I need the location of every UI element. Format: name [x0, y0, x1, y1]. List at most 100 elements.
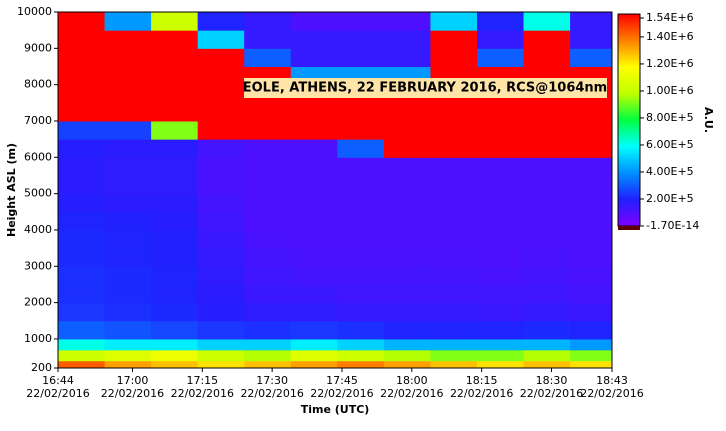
heatmap-cell	[570, 360, 613, 369]
heatmap-cell	[570, 266, 613, 285]
heatmap-cell	[523, 360, 571, 369]
colorbar-tick-label: -1.70E-14	[646, 219, 699, 232]
heatmap-cell	[570, 48, 613, 67]
heatmap-cell	[197, 284, 245, 304]
heatmap-cell	[476, 157, 525, 176]
heatmap-cell	[523, 120, 571, 140]
heatmap-cell	[104, 349, 152, 362]
heatmap-cell	[104, 360, 152, 369]
heatmap-cell	[383, 30, 431, 49]
heatmap-cell	[244, 175, 292, 195]
heatmap-cell	[290, 302, 338, 322]
heatmap-cell	[383, 360, 431, 369]
heatmap-cell	[244, 284, 292, 304]
heatmap-cell	[383, 12, 431, 31]
heatmap-cell	[337, 120, 385, 140]
annotation-box	[244, 78, 607, 98]
heatmap-cell	[151, 12, 199, 31]
heatmap-cell	[104, 320, 152, 340]
x-tick-date: 22/02/2016	[171, 387, 234, 400]
heatmap-cell	[523, 248, 571, 267]
heatmap-cell	[197, 211, 245, 231]
heatmap-cell	[197, 338, 245, 351]
heatmap-cell	[197, 266, 245, 285]
heatmap-cell	[104, 12, 152, 31]
heatmap-cell	[570, 229, 613, 249]
heatmap-cell	[104, 248, 152, 267]
heatmap-cell	[244, 30, 292, 49]
heatmap-cell	[430, 120, 478, 140]
heatmap-cell	[151, 193, 199, 213]
heatmap-cell	[430, 175, 478, 195]
heatmap-cell	[244, 320, 292, 340]
heatmap-cell	[197, 139, 245, 158]
heatmap-cell	[430, 139, 478, 158]
heatmap-cell	[337, 349, 385, 362]
y-tick-label: 2000	[24, 296, 52, 309]
heatmap-cell	[197, 30, 245, 49]
heatmap-cell	[337, 229, 385, 249]
heatmap-cell	[570, 139, 613, 158]
heatmap-cell	[58, 120, 106, 140]
heatmap-cell	[476, 248, 525, 267]
heatmap-cell	[244, 157, 292, 176]
heatmap-cell	[197, 229, 245, 249]
colorbar-tick-label: 1.00E+6	[646, 84, 694, 97]
heatmap-cell	[290, 211, 338, 231]
x-tick-date: 22/02/2016	[240, 387, 303, 400]
heatmap-cell	[197, 320, 245, 340]
heatmap-cell	[104, 211, 152, 231]
heatmap-cell	[58, 266, 106, 285]
heatmap-cell	[58, 193, 106, 213]
heatmap-cell	[197, 102, 245, 122]
heatmap-cell	[244, 120, 292, 140]
heatmap-cell	[383, 320, 431, 340]
heatmap-cell	[570, 248, 613, 267]
heatmap-cell	[523, 193, 571, 213]
y-tick-label: 200	[31, 361, 52, 374]
heatmap-cell	[58, 284, 106, 304]
x-tick-date: 22/02/2016	[310, 387, 373, 400]
y-tick-label: 9000	[24, 41, 52, 54]
y-tick-label: 10000	[17, 5, 52, 18]
heatmap-cell	[383, 193, 431, 213]
heatmap-cell	[430, 284, 478, 304]
heatmap-cell	[290, 157, 338, 176]
heatmap-cell	[570, 349, 613, 362]
heatmap-cell	[104, 193, 152, 213]
annotation: EOLE, ATHENS, 22 FEBRUARY 2016, RCS@1064…	[243, 81, 607, 96]
heatmap-cell	[570, 211, 613, 231]
heatmap-cell	[523, 338, 571, 351]
heatmap-cell	[383, 229, 431, 249]
heatmap-cell	[197, 120, 245, 140]
plot-frame	[57, 11, 613, 369]
heatmap-cell	[151, 349, 199, 362]
heatmap-cell	[570, 193, 613, 213]
x-tick-label: 16:44	[42, 374, 74, 387]
heatmap-cell	[290, 30, 338, 49]
heatmap-cell	[151, 266, 199, 285]
heatmap-cell	[337, 193, 385, 213]
heatmap-cell	[151, 338, 199, 351]
heatmap-cell	[104, 84, 152, 104]
heatmap-cell	[151, 211, 199, 231]
heatmap-cell	[104, 139, 152, 158]
heatmap-cell	[151, 139, 199, 158]
heatmap-cell	[244, 229, 292, 249]
y-tick-label: 1000	[24, 332, 52, 345]
x-tick-label: 18:00	[396, 374, 428, 387]
heatmap-cell	[430, 30, 478, 49]
heatmap-cell	[476, 102, 525, 122]
x-tick-date: 22/02/2016	[520, 387, 583, 400]
heatmap-cell	[523, 229, 571, 249]
heatmap-cell	[476, 139, 525, 158]
heatmap-cell	[151, 302, 199, 322]
heatmap-cell	[430, 102, 478, 122]
heatmap-cell	[523, 349, 571, 362]
heatmap-cell	[523, 175, 571, 195]
heatmap-cell	[337, 12, 385, 31]
colorbar-under	[618, 226, 640, 230]
heatmap-cell	[244, 338, 292, 351]
heatmap-cell	[290, 120, 338, 140]
heatmap-cell	[290, 284, 338, 304]
